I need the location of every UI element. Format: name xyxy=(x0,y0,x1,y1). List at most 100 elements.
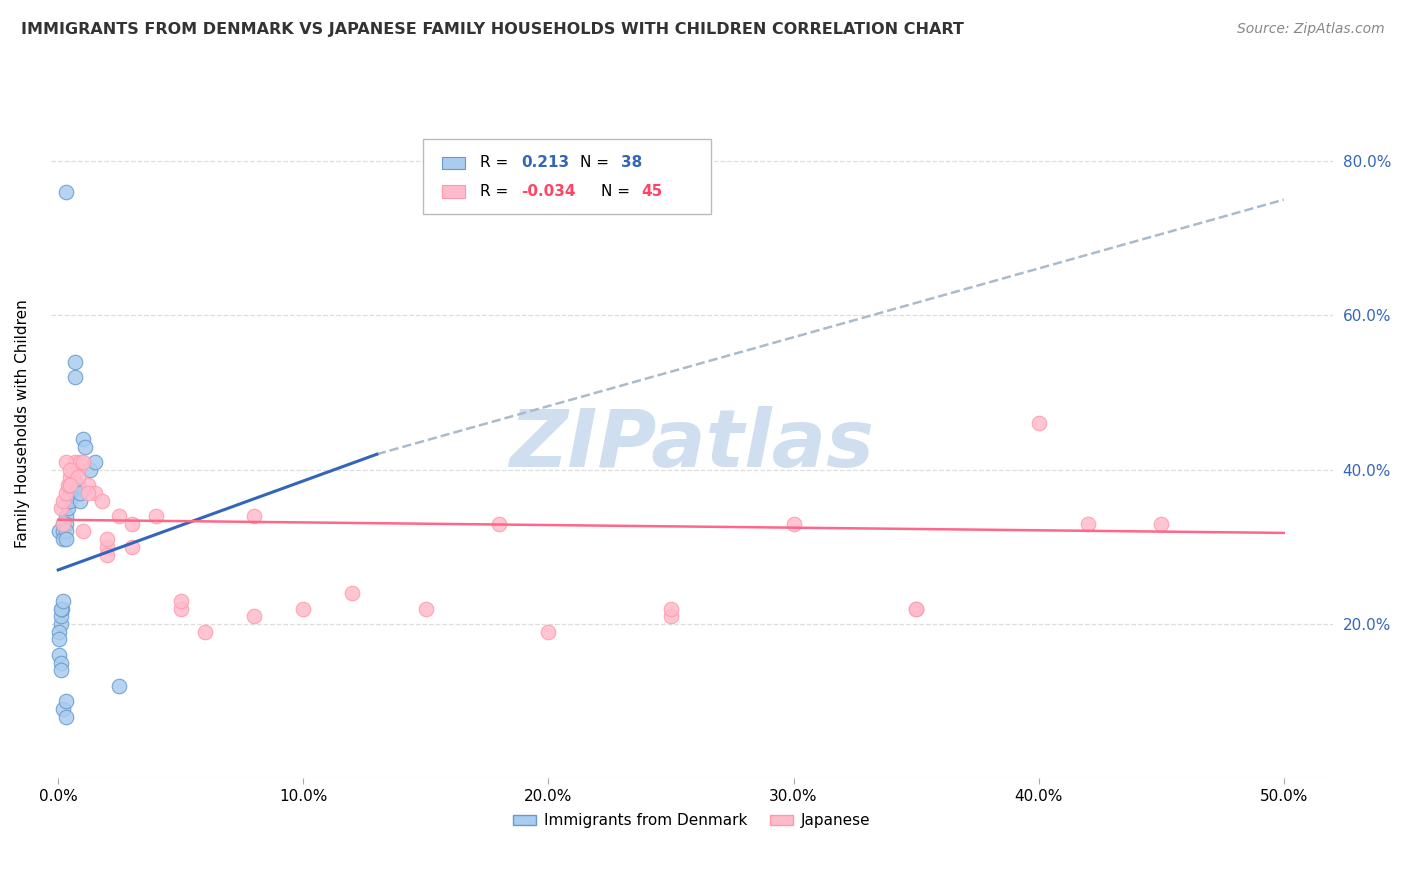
Point xyxy=(59,493,82,508)
Point xyxy=(108,508,131,523)
Point xyxy=(52,594,75,608)
Point xyxy=(59,478,82,492)
Point xyxy=(59,485,82,500)
Point xyxy=(65,370,87,384)
Point xyxy=(782,516,804,531)
Point xyxy=(145,508,167,523)
Point xyxy=(659,609,682,624)
Point xyxy=(62,463,84,477)
Text: Source: ZipAtlas.com: Source: ZipAtlas.com xyxy=(1237,22,1385,37)
Point xyxy=(243,609,266,624)
Bar xyxy=(441,185,465,198)
Point xyxy=(52,702,75,716)
Point xyxy=(79,463,101,477)
Point xyxy=(52,493,75,508)
Point xyxy=(62,478,84,492)
Point xyxy=(905,601,928,615)
Point xyxy=(96,540,118,554)
Point xyxy=(170,594,193,608)
Text: IMMIGRANTS FROM DENMARK VS JAPANESE FAMILY HOUSEHOLDS WITH CHILDREN CORRELATION : IMMIGRANTS FROM DENMARK VS JAPANESE FAMI… xyxy=(21,22,965,37)
Point xyxy=(52,516,75,531)
Point xyxy=(342,586,364,600)
Text: ZIPatlas: ZIPatlas xyxy=(509,406,875,483)
Point xyxy=(76,478,98,492)
Point xyxy=(84,455,107,469)
Point xyxy=(52,532,75,546)
Point xyxy=(121,516,143,531)
Point xyxy=(537,624,560,639)
Point xyxy=(415,601,437,615)
Point xyxy=(75,440,97,454)
Point xyxy=(55,185,77,199)
Point xyxy=(55,485,77,500)
Point xyxy=(56,478,79,492)
Text: 45: 45 xyxy=(641,184,664,199)
Point xyxy=(49,616,72,631)
Point xyxy=(48,632,70,647)
Text: 0.213: 0.213 xyxy=(522,155,569,170)
Point xyxy=(65,354,87,368)
Point xyxy=(56,493,79,508)
Point xyxy=(488,516,510,531)
Point xyxy=(72,455,94,469)
Point xyxy=(69,455,91,469)
Point xyxy=(66,478,89,492)
Text: -0.034: -0.034 xyxy=(522,184,576,199)
Point xyxy=(66,463,89,477)
Point xyxy=(96,532,118,546)
Point xyxy=(48,524,70,539)
Point xyxy=(48,648,70,662)
Point xyxy=(96,548,118,562)
Point xyxy=(905,601,928,615)
Point xyxy=(52,516,75,531)
Bar xyxy=(441,156,465,169)
Text: 38: 38 xyxy=(621,155,643,170)
Point xyxy=(56,501,79,516)
Text: N =: N = xyxy=(581,155,614,170)
Point xyxy=(55,709,77,723)
Point xyxy=(69,485,91,500)
Point xyxy=(66,470,89,484)
Point xyxy=(108,679,131,693)
Point xyxy=(59,478,82,492)
Point xyxy=(1028,417,1050,431)
Point xyxy=(55,524,77,539)
Point xyxy=(170,601,193,615)
Point xyxy=(121,540,143,554)
Point xyxy=(91,493,114,508)
Point xyxy=(51,601,73,615)
Point xyxy=(1077,516,1099,531)
Point xyxy=(59,470,82,484)
Point xyxy=(49,601,72,615)
Point xyxy=(84,485,107,500)
Point xyxy=(49,656,72,670)
Text: R =: R = xyxy=(481,184,513,199)
Point xyxy=(72,432,94,446)
Point xyxy=(243,508,266,523)
Point xyxy=(52,524,75,539)
Point xyxy=(49,609,72,624)
Point xyxy=(49,663,72,677)
FancyBboxPatch shape xyxy=(423,139,711,214)
Point xyxy=(194,624,217,639)
Point xyxy=(76,485,98,500)
Point xyxy=(55,516,77,531)
Point xyxy=(69,493,91,508)
Point xyxy=(49,501,72,516)
Point xyxy=(62,470,84,484)
Point xyxy=(65,455,87,469)
Text: R =: R = xyxy=(481,155,513,170)
Point xyxy=(55,455,77,469)
Point xyxy=(72,524,94,539)
Point xyxy=(1150,516,1173,531)
Text: N =: N = xyxy=(600,184,634,199)
Point xyxy=(55,508,77,523)
Legend: Immigrants from Denmark, Japanese: Immigrants from Denmark, Japanese xyxy=(508,807,876,834)
Point xyxy=(55,532,77,546)
Point xyxy=(48,624,70,639)
Point xyxy=(292,601,315,615)
Point xyxy=(55,694,77,708)
Point xyxy=(659,601,682,615)
Point xyxy=(59,463,82,477)
Y-axis label: Family Households with Children: Family Households with Children xyxy=(15,299,30,548)
